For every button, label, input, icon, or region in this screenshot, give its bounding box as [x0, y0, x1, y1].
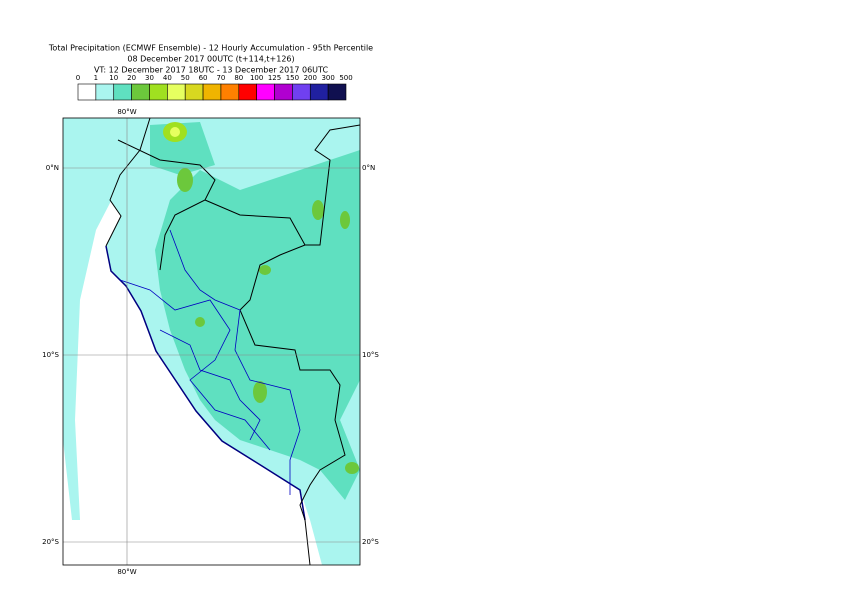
- title: Total Precipitation (ECMWF Ensemble) - 1…: [48, 44, 373, 53]
- colorbar-box: [274, 83, 293, 101]
- colorbar-box: [77, 83, 97, 101]
- colorbar-label: 70: [216, 74, 225, 82]
- colorbar-box: [238, 83, 257, 101]
- colorbar-label: 80: [234, 74, 243, 82]
- colorbar-box: [184, 83, 204, 101]
- lat-label: 20°S: [42, 538, 59, 546]
- lon-label: 80°W: [117, 568, 136, 576]
- colorbar-box: [167, 83, 186, 101]
- colorbar-label: 50: [181, 74, 190, 82]
- colorbar-label: 0: [76, 74, 80, 82]
- colorbar-label: 500: [339, 74, 352, 82]
- region-border: [119, 279, 271, 451]
- colorbar-label: 150: [286, 74, 299, 82]
- colorbar-label: 200: [304, 74, 317, 82]
- precip-heavy: [177, 168, 193, 192]
- precip-heavy: [345, 462, 359, 474]
- colorbar-label: 300: [321, 74, 334, 82]
- coastline: [105, 245, 306, 521]
- colorbar-label: 1: [94, 74, 98, 82]
- lat-label: 0°N: [362, 164, 375, 172]
- colorbar-box: [292, 83, 311, 101]
- lon-label: 80°W: [117, 108, 136, 116]
- colorbar-box: [256, 83, 275, 101]
- coastline: [105, 117, 151, 247]
- precip-heavy: [253, 381, 267, 403]
- lat-label: 20°S: [362, 538, 379, 546]
- graticule: [63, 118, 360, 565]
- colorbar-label: 30: [145, 74, 154, 82]
- colorbar-box: [131, 83, 150, 101]
- colorbar-box: [95, 83, 115, 101]
- lat-label: 10°S: [362, 351, 379, 359]
- colorbar-box: [149, 83, 168, 101]
- colorbar-label: 60: [199, 74, 208, 82]
- title: 08 December 2017 00UTC (t+114,t+126): [127, 55, 294, 64]
- country-border: [204, 124, 361, 246]
- colorbar-box: [327, 83, 347, 101]
- country-border: [117, 139, 216, 271]
- region-border: [159, 329, 261, 441]
- colorbar-label: 20: [127, 74, 136, 82]
- title: VT: 12 December 2017 18UTC - 13 December…: [94, 66, 328, 75]
- map: 80°W 80°W 0°N 0°N 10°S 10°S 20°S 20°S: [42, 108, 379, 576]
- lat-label: 10°S: [42, 351, 59, 359]
- colorbar: 0 1 10 20 30 40 50 60 70 80 100 125 150 200 300 500: [76, 74, 353, 101]
- precip-heavy: [312, 200, 324, 220]
- region-border: [169, 229, 301, 495]
- precip-moderate: [155, 150, 360, 500]
- colorbar-label: 10: [109, 74, 118, 82]
- colorbar-box: [309, 83, 329, 101]
- precip-heavy: [170, 127, 180, 137]
- colorbar-box: [220, 83, 240, 101]
- lat-label: 0°N: [46, 164, 59, 172]
- country-border: [239, 244, 346, 566]
- colorbar-box: [113, 83, 132, 101]
- colorbar-box: [202, 83, 222, 101]
- colorbar-label: 125: [268, 74, 281, 82]
- precip-heavy: [340, 211, 350, 229]
- map-frame: [62, 117, 361, 566]
- precip-heavy: [259, 265, 271, 275]
- precip-heavy: [195, 317, 205, 327]
- colorbar-label: 100: [250, 74, 263, 82]
- colorbar-label: 40: [163, 74, 172, 82]
